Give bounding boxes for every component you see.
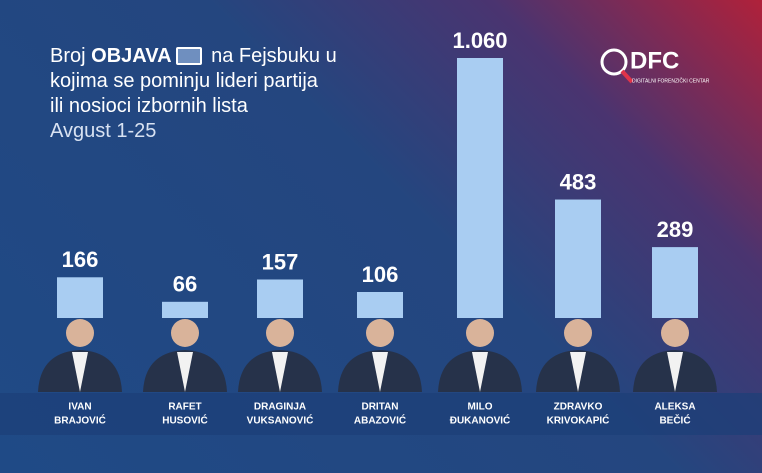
bar	[357, 292, 403, 318]
candidate-name: DRITAN	[361, 402, 398, 413]
logo-tagline: DIGITALNI FORENZIČKI CENTAR	[632, 77, 710, 84]
post-icon	[175, 47, 202, 65]
candidate-name: ĐUKANOVIĆ	[450, 414, 511, 427]
candidate-name: VUKSANOVIĆ	[247, 414, 314, 427]
portrait	[667, 352, 683, 392]
title-text: na Fejsbuku u	[211, 45, 337, 67]
title-text: Broj	[50, 45, 86, 67]
portrait	[366, 319, 394, 347]
title-bold: OBJAVA	[91, 45, 172, 67]
portrait	[266, 319, 294, 347]
value-label: 106	[362, 262, 399, 287]
value-label: 157	[262, 249, 299, 274]
value-label: 66	[173, 272, 197, 297]
portrait	[72, 352, 88, 392]
candidate-name: ALEKSA	[654, 402, 695, 413]
bar	[652, 247, 698, 318]
subtitle: Avgust 1-25	[50, 120, 157, 142]
value-label: 289	[657, 217, 694, 242]
bar	[162, 301, 208, 318]
logo-icon	[600, 48, 628, 76]
portrait	[466, 319, 494, 347]
bar	[555, 199, 601, 318]
candidate-name: MILO	[468, 402, 493, 413]
candidate-name: BRAJOVIĆ	[54, 414, 106, 427]
candidate-name: HUSOVIĆ	[162, 414, 208, 427]
value-label: 483	[560, 169, 597, 194]
candidate-name: IVAN	[68, 402, 91, 413]
portrait	[272, 352, 288, 392]
title: Broj OBJAVA na Fejsbuku u kojima se pomi…	[50, 44, 337, 144]
bar	[457, 58, 503, 318]
logo: DFC	[630, 47, 679, 74]
candidate-name: ABAZOVIĆ	[354, 414, 406, 427]
portrait	[661, 319, 689, 347]
portrait	[66, 319, 94, 347]
title-text: kojima se pominju lideri partija	[50, 70, 318, 92]
portrait	[570, 352, 586, 392]
candidate-name: RAFET	[168, 402, 201, 413]
candidate-name: DRAGINJA	[254, 402, 306, 413]
bar	[257, 279, 303, 318]
candidate-name: ZDRAVKO	[554, 402, 603, 413]
portrait	[171, 319, 199, 347]
candidate-name: KRIVOKAPIĆ	[547, 414, 610, 427]
value-label: 166	[62, 247, 99, 272]
portrait	[372, 352, 388, 392]
portrait	[564, 319, 592, 347]
title-text: ili nosioci izbornih lista	[50, 95, 248, 117]
value-label: 1.060	[452, 28, 507, 53]
bar	[57, 277, 103, 318]
name-band	[0, 393, 762, 435]
portrait	[177, 352, 193, 392]
logo-icon	[620, 69, 634, 84]
candidate-name: BEČIĆ	[659, 414, 690, 427]
portrait	[472, 352, 488, 392]
